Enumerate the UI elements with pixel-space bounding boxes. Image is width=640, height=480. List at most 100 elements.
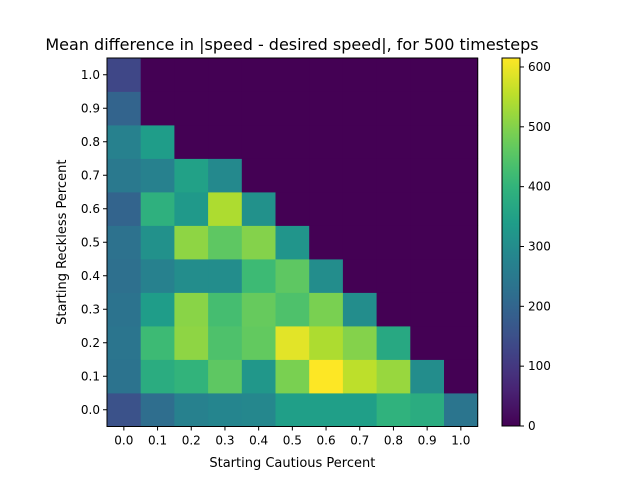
heatmap-cell-10-7: [342, 58, 377, 92]
heatmap-cell-5-10: [444, 225, 479, 260]
heatmap-cell-7-1: [140, 158, 175, 193]
x-tick-label: 0.2: [182, 434, 201, 448]
x-tick-label: 0.6: [317, 434, 336, 448]
heatmap-cell-8-6: [309, 125, 344, 159]
heatmap-cell-5-1: [140, 225, 175, 260]
heatmap-cell-7-2: [174, 158, 209, 193]
heatmap-cell-7-0: [107, 158, 142, 193]
heatmap-cell-3-5: [275, 292, 310, 327]
x-axis-ticks: 0.0 0.1 0.2 0.3 0.4 0.5 0.6 0.7 0.8 0.9 1.0: [114, 426, 470, 448]
heatmap-cell-0-7: [342, 393, 377, 427]
heatmap-cell-2-10: [444, 326, 479, 360]
heatmap-cell-3-1: [140, 292, 175, 327]
heatmap-cell-6-4: [241, 192, 276, 226]
heatmap-cell-0-4: [241, 393, 276, 427]
heatmap-cell-5-0: [107, 225, 142, 260]
x-tick-label: 0.4: [249, 434, 268, 448]
heatmap-cell-7-5: [275, 158, 310, 193]
heatmap-cell-9-3: [208, 91, 243, 126]
heatmap-cell-8-8: [376, 125, 411, 159]
heatmap-cell-2-8: [376, 326, 411, 360]
heatmap-cell-3-8: [376, 292, 411, 327]
heatmap-cell-2-7: [342, 326, 377, 360]
heatmap-cell-2-9: [410, 326, 445, 360]
heatmap-cell-2-0: [107, 326, 142, 360]
heatmap-cell-9-0: [107, 91, 142, 126]
heatmap-cell-4-9: [410, 259, 445, 293]
heatmap-cell-0-6: [309, 393, 344, 427]
y-tick-label: 0.9: [81, 101, 100, 115]
colorbar-tick-label: 100: [528, 359, 551, 373]
x-tick-label: 0.5: [283, 434, 302, 448]
heatmap-cell-10-8: [376, 58, 411, 92]
heatmap-cell-10-9: [410, 58, 445, 92]
heatmap-cell-4-8: [376, 259, 411, 293]
y-tick-label: 0.2: [81, 336, 100, 350]
x-tick-label: 0.7: [350, 434, 369, 448]
heatmap-cell-6-9: [410, 192, 445, 226]
heatmap-cell-9-4: [241, 91, 276, 126]
heatmap-cell-9-6: [309, 91, 344, 126]
heatmap-cell-1-3: [208, 359, 243, 394]
heatmap-cell-9-1: [140, 91, 175, 126]
heatmap-cell-5-2: [174, 225, 209, 260]
heatmap-cell-1-1: [140, 359, 175, 394]
heatmap-cell-0-10: [444, 393, 479, 427]
heatmap-cell-4-4: [241, 259, 276, 293]
heatmap-cell-1-9: [410, 359, 445, 394]
heatmap-cell-1-4: [241, 359, 276, 394]
heatmap-cell-9-9: [410, 91, 445, 126]
x-tick-label: 0.1: [148, 434, 167, 448]
heatmap-cell-2-1: [140, 326, 175, 360]
y-tick-label: 0.0: [81, 403, 100, 417]
heatmap-cell-6-0: [107, 192, 142, 226]
heatmap-cell-4-2: [174, 259, 209, 293]
heatmap-cell-7-6: [309, 158, 344, 193]
heatmap-cell-1-0: [107, 359, 142, 394]
heatmap-cell-2-3: [208, 326, 243, 360]
heatmap-cell-4-3: [208, 259, 243, 293]
heatmap-cell-0-3: [208, 393, 243, 427]
heatmap-cell-3-4: [241, 292, 276, 327]
heatmap-cell-1-8: [376, 359, 411, 394]
heatmap-cell-8-10: [444, 125, 479, 159]
heatmap-cell-7-3: [208, 158, 243, 193]
heatmap-cell-2-4: [241, 326, 276, 360]
heatmap-cell-8-0: [107, 125, 142, 159]
x-axis-label: Starting Cautious Percent: [209, 456, 375, 471]
colorbar-tick-label: 0: [528, 419, 536, 433]
heatmap-cell-2-2: [174, 326, 209, 360]
heatmap-cell-3-9: [410, 292, 445, 327]
heatmap-cell-5-6: [309, 225, 344, 260]
heatmap-cell-1-6: [309, 359, 344, 394]
heatmap-cell-10-3: [208, 58, 243, 92]
heatmap-cell-8-9: [410, 125, 445, 159]
heatmap-cell-8-1: [140, 125, 175, 159]
x-tick-label: 0.0: [114, 434, 133, 448]
y-tick-label: 0.8: [81, 135, 100, 149]
y-axis-label: Starting Reckless Percent: [55, 160, 70, 325]
heatmap-cell-2-5: [275, 326, 310, 360]
heatmap-cell-6-10: [444, 192, 479, 226]
heatmap-cell-3-7: [342, 292, 377, 327]
heatmap-cell-7-7: [342, 158, 377, 193]
heatmap-cell-0-9: [410, 393, 445, 427]
heatmap-cell-10-6: [309, 58, 344, 92]
heatmap-cell-3-10: [444, 292, 479, 327]
y-tick-label: 0.1: [81, 369, 100, 383]
heatmap-cell-8-7: [342, 125, 377, 159]
heatmap-cell-4-6: [309, 259, 344, 293]
x-tick-label: 0.9: [418, 434, 437, 448]
colorbar-tick-label: 600: [528, 60, 551, 74]
heatmap-cell-4-5: [275, 259, 310, 293]
heatmap-cell-6-8: [376, 192, 411, 226]
colorbar-frame: [501, 57, 521, 427]
heatmap-cell-0-5: [275, 393, 310, 427]
heatmap-cells: [107, 58, 479, 427]
y-tick-label: 1.0: [81, 68, 100, 82]
x-tick-label: 0.8: [384, 434, 403, 448]
y-axis-ticks: 0.0 0.1 0.2 0.3 0.4 0.5 0.6 0.7 0.8 0.9 1.0: [81, 68, 107, 417]
heatmap-cell-4-10: [444, 259, 479, 293]
heatmap-cell-8-4: [241, 125, 276, 159]
